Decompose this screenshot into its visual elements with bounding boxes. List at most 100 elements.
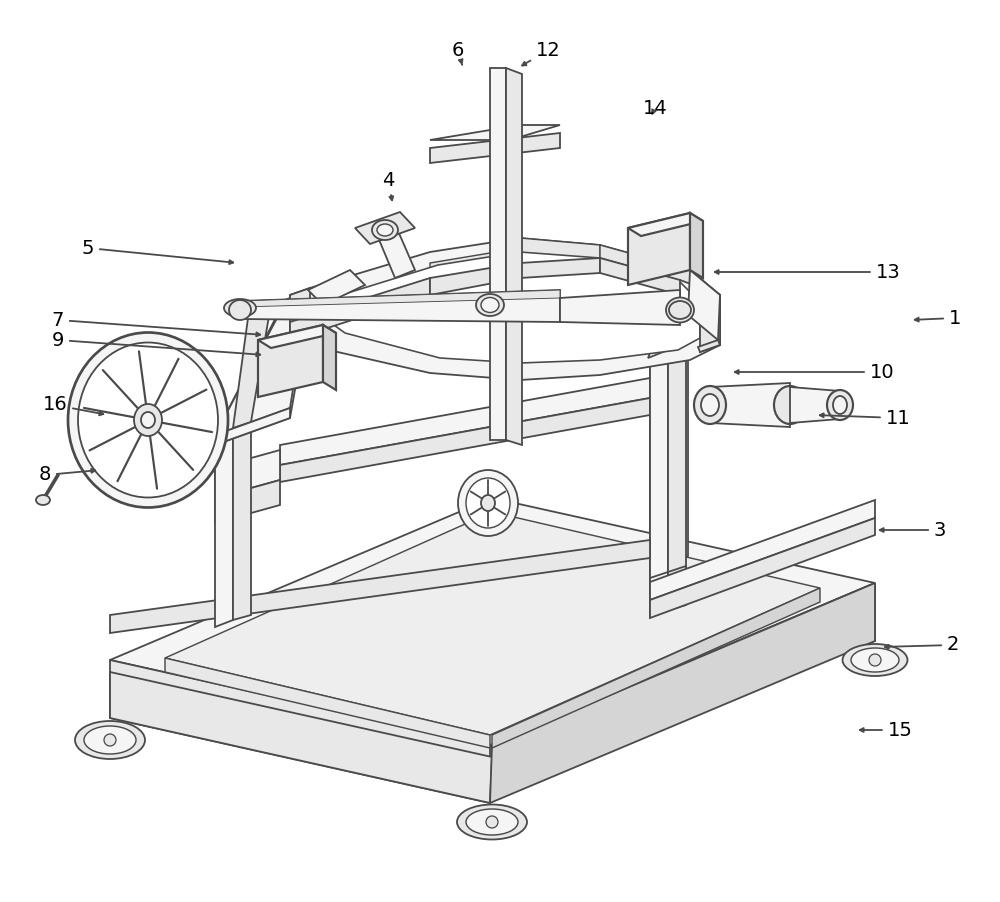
Polygon shape xyxy=(698,340,720,352)
Polygon shape xyxy=(600,245,690,285)
Polygon shape xyxy=(490,68,506,440)
Polygon shape xyxy=(430,248,520,278)
Polygon shape xyxy=(215,433,233,627)
Polygon shape xyxy=(492,588,820,748)
Polygon shape xyxy=(323,325,336,390)
Ellipse shape xyxy=(75,721,145,759)
Ellipse shape xyxy=(666,298,694,323)
Polygon shape xyxy=(650,563,670,605)
Polygon shape xyxy=(650,330,670,570)
Ellipse shape xyxy=(141,412,155,428)
Ellipse shape xyxy=(774,386,806,424)
Polygon shape xyxy=(430,133,560,163)
Ellipse shape xyxy=(701,394,719,416)
Ellipse shape xyxy=(377,224,393,236)
Polygon shape xyxy=(240,290,560,322)
Ellipse shape xyxy=(481,298,499,312)
Text: 16: 16 xyxy=(43,395,103,415)
Polygon shape xyxy=(688,270,720,340)
Polygon shape xyxy=(215,305,310,445)
Polygon shape xyxy=(290,288,310,327)
Polygon shape xyxy=(165,658,490,748)
Polygon shape xyxy=(710,383,790,427)
Text: 5: 5 xyxy=(82,238,233,264)
Polygon shape xyxy=(650,348,668,582)
Polygon shape xyxy=(280,398,650,482)
Ellipse shape xyxy=(842,644,908,676)
Polygon shape xyxy=(290,278,430,340)
Polygon shape xyxy=(668,566,686,610)
Polygon shape xyxy=(215,290,310,435)
Polygon shape xyxy=(215,295,308,435)
Polygon shape xyxy=(628,213,690,285)
Polygon shape xyxy=(690,213,703,278)
Text: 4: 4 xyxy=(382,170,394,200)
Polygon shape xyxy=(648,280,720,358)
Polygon shape xyxy=(375,224,415,278)
Ellipse shape xyxy=(466,809,518,835)
Polygon shape xyxy=(215,408,290,445)
Polygon shape xyxy=(700,295,720,352)
Ellipse shape xyxy=(851,648,899,672)
Polygon shape xyxy=(520,258,600,278)
Polygon shape xyxy=(430,125,560,140)
Polygon shape xyxy=(628,213,703,236)
Polygon shape xyxy=(790,387,840,423)
Polygon shape xyxy=(165,512,820,735)
Polygon shape xyxy=(110,672,492,803)
Polygon shape xyxy=(320,252,700,363)
Ellipse shape xyxy=(78,343,218,498)
Ellipse shape xyxy=(481,495,495,511)
Polygon shape xyxy=(650,325,688,337)
Polygon shape xyxy=(520,238,600,260)
Ellipse shape xyxy=(36,495,50,505)
Ellipse shape xyxy=(833,396,847,414)
Ellipse shape xyxy=(486,816,498,828)
Ellipse shape xyxy=(229,300,251,320)
Text: 6: 6 xyxy=(452,41,464,65)
Ellipse shape xyxy=(476,294,504,316)
Polygon shape xyxy=(650,572,668,617)
Ellipse shape xyxy=(694,386,726,424)
Text: 2: 2 xyxy=(885,636,959,655)
Text: 8: 8 xyxy=(39,465,95,484)
Polygon shape xyxy=(233,427,251,620)
Ellipse shape xyxy=(669,301,691,319)
Polygon shape xyxy=(355,212,415,244)
Ellipse shape xyxy=(372,220,398,240)
Polygon shape xyxy=(310,285,440,330)
Text: 14: 14 xyxy=(643,98,667,117)
Text: 12: 12 xyxy=(522,41,560,66)
Polygon shape xyxy=(215,450,280,498)
Polygon shape xyxy=(110,498,875,745)
Polygon shape xyxy=(492,583,875,757)
Text: 3: 3 xyxy=(880,520,946,539)
Polygon shape xyxy=(280,378,650,465)
Ellipse shape xyxy=(466,478,510,528)
Ellipse shape xyxy=(457,805,527,840)
Polygon shape xyxy=(258,325,336,348)
Text: 11: 11 xyxy=(820,409,910,428)
Polygon shape xyxy=(290,238,720,380)
Ellipse shape xyxy=(224,299,256,317)
Text: 15: 15 xyxy=(860,721,912,740)
Polygon shape xyxy=(215,423,235,517)
Text: 9: 9 xyxy=(52,330,260,356)
Polygon shape xyxy=(290,315,320,355)
Text: 7: 7 xyxy=(52,310,260,336)
Polygon shape xyxy=(110,660,490,803)
Polygon shape xyxy=(490,583,875,803)
Ellipse shape xyxy=(869,654,881,666)
Polygon shape xyxy=(668,342,686,575)
Ellipse shape xyxy=(68,333,228,508)
Ellipse shape xyxy=(134,404,162,436)
Polygon shape xyxy=(240,290,560,307)
Polygon shape xyxy=(670,325,688,563)
Ellipse shape xyxy=(827,390,853,420)
Polygon shape xyxy=(233,310,270,428)
Text: 10: 10 xyxy=(735,363,894,382)
Ellipse shape xyxy=(84,726,136,754)
Ellipse shape xyxy=(230,302,250,314)
Polygon shape xyxy=(650,500,875,600)
Polygon shape xyxy=(650,518,875,618)
